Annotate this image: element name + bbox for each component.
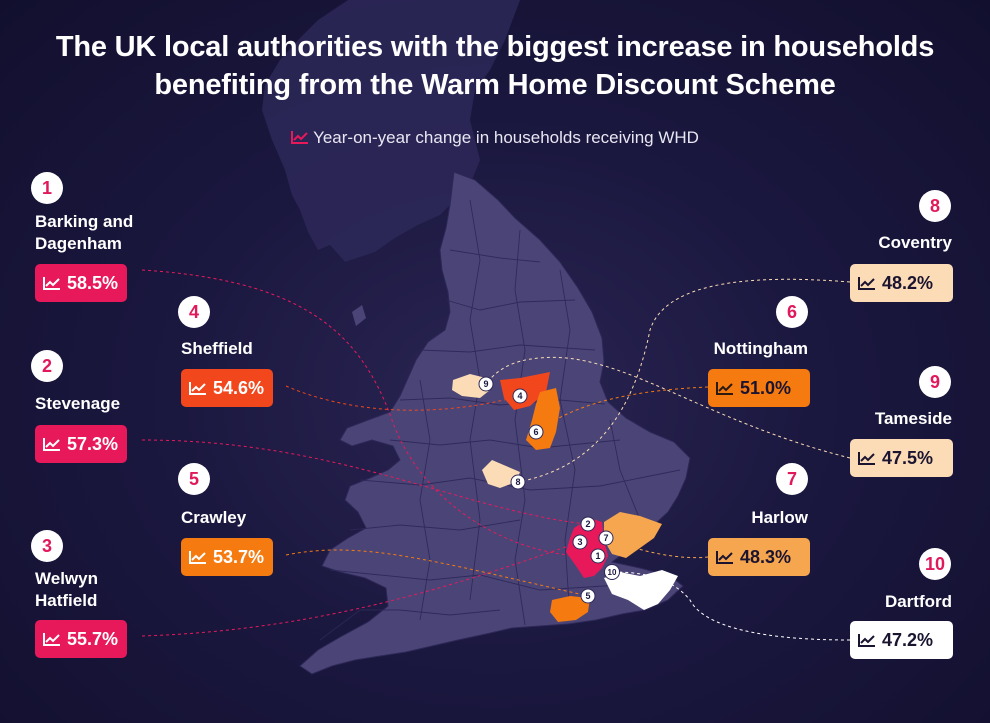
title-line-2: benefiting from the Warm Home Discount S… xyxy=(154,69,836,101)
marker-6: 6 xyxy=(528,424,544,440)
rank-8-circle: 8 xyxy=(919,190,951,222)
entry-2-badge: 57.3% xyxy=(35,425,128,463)
entry-4-name: Sheffield xyxy=(181,339,253,358)
entry-3-value: 55.7% xyxy=(67,629,119,649)
entry-6-name: Nottingham xyxy=(713,339,808,358)
entry-3-badge: 55.7% xyxy=(35,620,128,658)
svg-text:4: 4 xyxy=(517,391,522,401)
marker-7: 7 xyxy=(598,530,614,546)
rank-4-circle: 4 xyxy=(178,296,210,328)
svg-text:8: 8 xyxy=(515,477,520,487)
svg-text:10: 10 xyxy=(608,568,617,577)
legend-subtitle: Year-on-year change in households receiv… xyxy=(0,128,990,148)
entry-5-name: Crawley xyxy=(181,508,247,527)
svg-text:2: 2 xyxy=(585,519,590,529)
entry-10-name: Dartford xyxy=(884,592,952,611)
entry-3-name: Welwyn Hatfield xyxy=(35,569,98,610)
chart-title: The UK local authorities with the bigges… xyxy=(0,28,990,104)
entry-9-badge: 47.5% xyxy=(850,439,953,477)
marker-3: 3 xyxy=(572,534,588,550)
trend-up-icon xyxy=(858,452,875,465)
entry-8-badge: 48.2% xyxy=(850,264,953,302)
trend-up-icon xyxy=(43,277,60,290)
rank-3-circle: 3 xyxy=(31,530,63,562)
entry-2-value: 57.3% xyxy=(67,434,119,454)
marker-10: 10 xyxy=(604,564,620,580)
svg-text:5: 5 xyxy=(585,591,590,601)
svg-text:9: 9 xyxy=(483,379,488,389)
svg-text:6: 6 xyxy=(533,427,538,437)
leader-line-8 xyxy=(517,278,851,483)
svg-text:7: 7 xyxy=(603,533,608,543)
leader-line-1 xyxy=(141,269,599,557)
rank-2-circle: 2 xyxy=(31,350,63,382)
entry-5-value: 53.7% xyxy=(213,547,265,567)
rank-6-circle: 6 xyxy=(776,296,808,328)
rank-5-circle: 5 xyxy=(178,463,210,495)
trend-up-icon xyxy=(291,131,309,144)
leader-line-2 xyxy=(141,439,587,525)
entry-8-name: Coventry xyxy=(878,233,952,252)
region-coventry xyxy=(482,460,520,488)
district-boundaries xyxy=(319,199,681,641)
title-line-1: The UK local authorities with the bigges… xyxy=(55,31,935,63)
rank-1-circle: 1 xyxy=(31,172,63,204)
entry-2-name: Stevenage xyxy=(35,394,121,413)
entry-7-value: 48.3% xyxy=(740,547,792,567)
leader-line-4 xyxy=(285,385,521,411)
map-markers: 9 4 6 8 2 3 7 1 10 5 xyxy=(478,376,620,604)
entry-10-badge: 47.2% xyxy=(850,621,953,659)
marker-1: 1 xyxy=(590,548,606,564)
region-harlow xyxy=(604,512,662,558)
entry-8-value: 48.2% xyxy=(882,273,934,293)
marker-2: 2 xyxy=(580,516,596,532)
isle-of-man xyxy=(352,305,366,326)
rank-10-circle: 10 xyxy=(919,548,951,580)
marker-9: 9 xyxy=(478,376,494,392)
entry-1-badge: 58.5% xyxy=(35,264,128,302)
entry-9-name: Tameside xyxy=(874,409,952,428)
entry-7-name: Harlow xyxy=(751,508,808,527)
trend-up-icon xyxy=(43,633,60,646)
trend-up-icon xyxy=(858,634,875,647)
marker-5: 5 xyxy=(580,588,596,604)
marker-8: 8 xyxy=(510,474,526,490)
entry-7-badge: 48.3% xyxy=(708,538,810,576)
trend-up-icon xyxy=(189,551,206,564)
entry-4-value: 54.6% xyxy=(213,378,265,398)
leader-line-5 xyxy=(285,549,589,597)
leader-lines xyxy=(141,269,851,641)
region-dartford xyxy=(604,570,678,610)
entry-1-name: Barking and Dagenham xyxy=(35,212,134,253)
trend-up-icon xyxy=(858,277,875,290)
entry-6-value: 51.0% xyxy=(740,378,792,398)
svg-text:3: 3 xyxy=(577,537,582,547)
trend-up-icon xyxy=(716,551,733,564)
leader-line-10 xyxy=(611,571,851,641)
trend-up-icon xyxy=(716,382,733,395)
entry-5-badge: 53.7% xyxy=(181,538,274,576)
rank-9-circle: 9 xyxy=(919,366,951,398)
entry-9-value: 47.5% xyxy=(882,448,934,468)
marker-4: 4 xyxy=(512,388,528,404)
entry-1-value: 58.5% xyxy=(67,273,119,293)
region-crawley xyxy=(550,596,590,622)
leader-line-3 xyxy=(141,541,581,637)
svg-text:1: 1 xyxy=(595,551,600,561)
trend-up-icon xyxy=(43,438,60,451)
rank-7-circle: 7 xyxy=(776,463,808,495)
entry-4-badge: 54.6% xyxy=(181,369,274,407)
trend-up-icon xyxy=(189,382,206,395)
entry-10-value: 47.2% xyxy=(882,630,934,650)
entry-6-badge: 51.0% xyxy=(708,369,810,407)
leader-line-7 xyxy=(605,537,709,559)
leader-line-9 xyxy=(485,356,851,459)
subtitle-text: Year-on-year change in households receiv… xyxy=(313,128,699,147)
